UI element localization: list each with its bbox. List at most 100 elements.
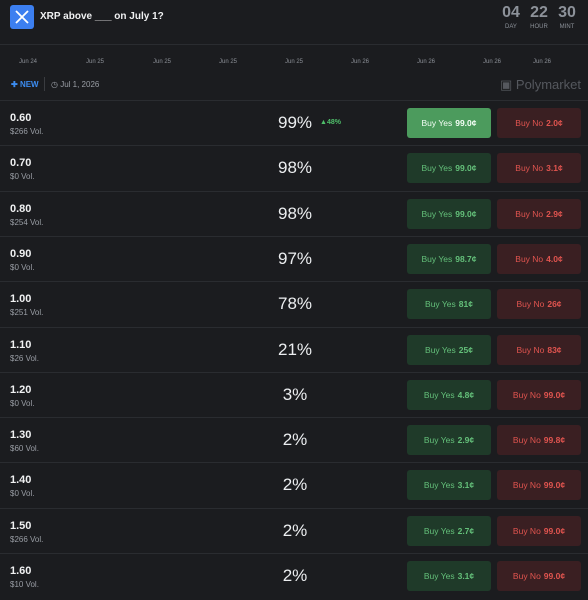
no-price: 99.0¢ bbox=[543, 525, 566, 536]
chance: 2% bbox=[282, 430, 308, 450]
buy-yes-button[interactable]: Buy Yes 2.7¢ bbox=[407, 515, 491, 546]
no-price: 3.1¢ bbox=[546, 163, 563, 174]
no-price: 99.0¢ bbox=[543, 389, 566, 400]
timeline-label: Jun 26 bbox=[350, 59, 370, 65]
volume: $26 Vol. bbox=[10, 353, 39, 363]
xrp-logo bbox=[10, 5, 34, 29]
timeline-label: Jun 25 bbox=[218, 59, 238, 65]
buy-yes-button[interactable]: Buy Yes 4.8¢ bbox=[407, 379, 491, 410]
countdown-unit: MINT bbox=[559, 24, 575, 30]
change: ▲48% bbox=[320, 119, 341, 126]
new-badge: ✚ NEW bbox=[11, 80, 39, 89]
strike: 1.60 bbox=[10, 565, 32, 577]
timeline-label: Jun 24 bbox=[18, 59, 38, 65]
buy-yes-button[interactable]: Buy Yes 98.7¢ bbox=[407, 243, 491, 274]
buy-no-button[interactable]: Buy No 99.0¢ bbox=[497, 379, 581, 410]
no-price: 2.0¢ bbox=[546, 118, 563, 128]
strike: 0.80 bbox=[10, 202, 32, 215]
no-price: 26¢ bbox=[547, 299, 562, 310]
volume: $10 Vol. bbox=[10, 580, 39, 589]
buy-yes-label: Buy Yes bbox=[421, 253, 453, 264]
buy-yes-label: Buy Yes bbox=[421, 208, 453, 219]
strike: 1.00 bbox=[10, 293, 32, 306]
buy-no-button[interactable]: Buy No 26¢ bbox=[497, 289, 581, 320]
yes-price: 3.1¢ bbox=[457, 480, 475, 491]
buy-no-button[interactable]: Buy No 99.0¢ bbox=[497, 470, 581, 501]
buy-yes-button[interactable]: Buy Yes 99.0¢ bbox=[407, 108, 491, 138]
market-row: 0.60 $266 Vol. 99% ▲48% Buy Yes 99.0¢ Buy No 2.… bbox=[0, 100, 588, 146]
countdown-value: 04 bbox=[502, 4, 520, 21]
yes-price: 2.7¢ bbox=[457, 525, 475, 536]
no-price: 99.0¢ bbox=[543, 480, 566, 491]
buy-no-label: Buy No bbox=[516, 344, 545, 355]
market-row: 0.80 $254 Vol. 98% Buy Yes 99.0¢ Buy No 2.9¢ bbox=[0, 190, 588, 237]
market-row: 1.30 $60 Vol. 2% Buy Yes 2.9¢ Buy No 99.8¢ bbox=[0, 417, 588, 463]
no-price: 99.8¢ bbox=[543, 435, 566, 446]
strike: 1.10 bbox=[10, 338, 32, 351]
chance: 99% bbox=[277, 113, 313, 132]
buy-yes-label: Buy Yes bbox=[425, 299, 456, 310]
buy-no-button[interactable]: Buy No 99.0¢ bbox=[497, 515, 581, 546]
chance: 78% bbox=[277, 294, 313, 314]
timeline-label: Jun 26 bbox=[532, 59, 552, 65]
buy-no-button[interactable]: Buy No 2.0¢ bbox=[497, 108, 581, 138]
yes-price: 4.8¢ bbox=[457, 389, 475, 400]
change-value: 48% bbox=[326, 119, 341, 126]
chance: 3% bbox=[282, 384, 308, 404]
market-row: 1.00 $251 Vol. 78% Buy Yes 81¢ Buy No 26¢ bbox=[0, 281, 588, 327]
yes-price: 99.0¢ bbox=[455, 118, 477, 128]
strike: 1.30 bbox=[10, 429, 32, 442]
market-row: 1.10 $26 Vol. 21% Buy Yes 25¢ Buy No 83¢ bbox=[0, 326, 588, 373]
volume: $0 Vol. bbox=[10, 172, 35, 182]
no-price: 99.0¢ bbox=[543, 571, 566, 581]
xrp-icon bbox=[15, 10, 29, 24]
volume: $0 Vol. bbox=[10, 262, 35, 272]
buy-yes-button[interactable]: Buy Yes 81¢ bbox=[407, 289, 491, 320]
buy-no-label: Buy No bbox=[512, 435, 541, 446]
timeline-label: Jun 26 bbox=[482, 59, 502, 65]
yes-price: 98.7¢ bbox=[455, 253, 477, 264]
buy-yes-button[interactable]: Buy Yes 2.9¢ bbox=[407, 425, 491, 456]
volume: $60 Vol. bbox=[10, 444, 39, 454]
yes-price: 2.9¢ bbox=[457, 435, 475, 446]
buy-no-button[interactable]: Buy No 99.8¢ bbox=[497, 425, 581, 456]
title: XRP above ___ on July 1? bbox=[40, 11, 164, 22]
buy-yes-button[interactable]: Buy Yes 99.0¢ bbox=[407, 198, 491, 229]
market-row: 1.50 $266 Vol. 2% Buy Yes 2.7¢ Buy No 99.0¢ bbox=[0, 507, 588, 554]
market-row: 0.70 $0 Vol. 98% Buy Yes 99.0¢ Buy No 3.1¢ bbox=[0, 145, 588, 191]
buy-yes-button[interactable]: Buy Yes 99.0¢ bbox=[407, 153, 491, 184]
countdown-value: 22 bbox=[530, 4, 548, 21]
buy-no-button[interactable]: Buy No 3.1¢ bbox=[497, 153, 581, 184]
chance: 2% bbox=[282, 566, 308, 585]
strike: 1.50 bbox=[10, 519, 32, 532]
buy-yes-label: Buy Yes bbox=[425, 344, 456, 355]
chance: 97% bbox=[277, 248, 313, 268]
timeline-label: Jun 25 bbox=[152, 59, 172, 65]
buy-no-label: Buy No bbox=[512, 389, 541, 400]
buy-no-button[interactable]: Buy No 4.0¢ bbox=[497, 243, 581, 274]
market-row: 1.60 $10 Vol. 2% Buy Yes 3.1¢ Buy No 99.0¢ bbox=[0, 553, 588, 599]
volume: $266 Vol. bbox=[10, 127, 44, 136]
buy-yes-button[interactable]: Buy Yes 3.1¢ bbox=[407, 470, 491, 501]
no-price: 2.9¢ bbox=[546, 208, 563, 219]
countdown-value: 30 bbox=[558, 4, 576, 21]
no-price: 4.0¢ bbox=[546, 253, 563, 264]
buy-yes-button[interactable]: Buy Yes 3.1¢ bbox=[407, 561, 491, 591]
strike: 0.90 bbox=[10, 247, 32, 260]
buy-no-button[interactable]: Buy No 99.0¢ bbox=[497, 561, 581, 591]
buy-no-button[interactable]: Buy No 83¢ bbox=[497, 334, 581, 365]
buy-yes-label: Buy Yes bbox=[423, 389, 455, 400]
buy-yes-label: Buy Yes bbox=[421, 118, 453, 128]
chance: 98% bbox=[277, 158, 313, 178]
brand-text: Polymarket bbox=[515, 77, 581, 92]
buy-yes-button[interactable]: Buy Yes 25¢ bbox=[407, 334, 491, 365]
volume: $254 Vol. bbox=[10, 217, 44, 227]
buy-no-label: Buy No bbox=[515, 208, 544, 219]
countdown-unit: DAY bbox=[505, 24, 517, 30]
chance: 2% bbox=[282, 475, 308, 495]
no-price: 83¢ bbox=[547, 344, 562, 355]
buy-no-button[interactable]: Buy No 2.9¢ bbox=[497, 198, 581, 229]
yes-price: 99.0¢ bbox=[455, 208, 477, 219]
